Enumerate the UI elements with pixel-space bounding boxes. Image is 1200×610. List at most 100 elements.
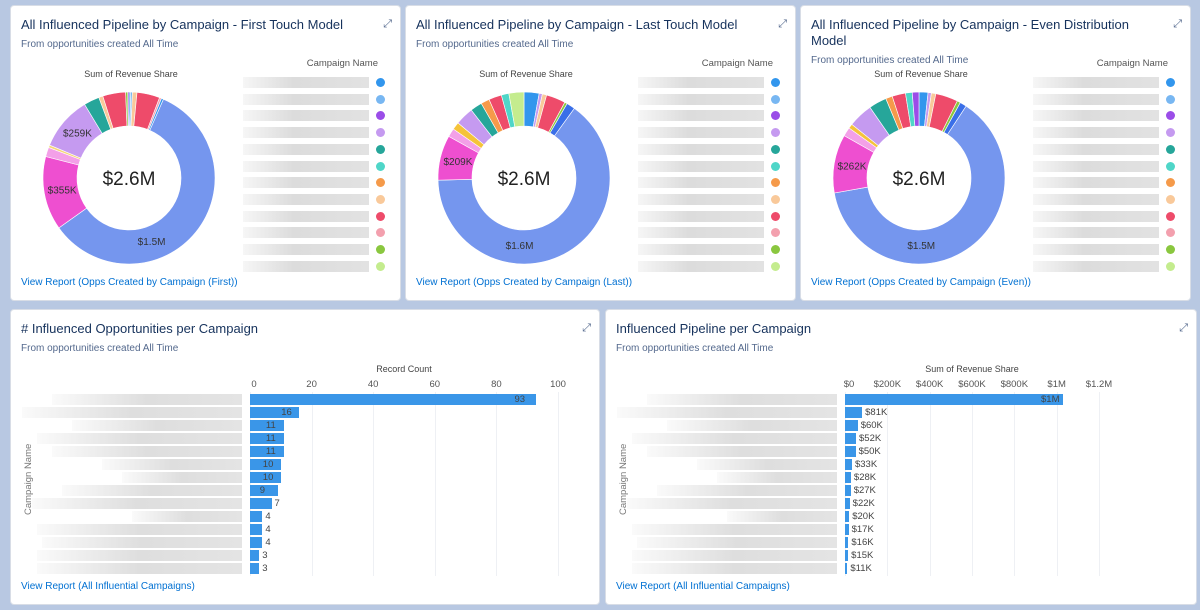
bar[interactable] — [845, 433, 856, 444]
bar[interactable] — [250, 394, 537, 405]
bar[interactable] — [845, 498, 850, 509]
expand-icon[interactable]: ⤢ — [778, 18, 787, 30]
legend-item[interactable] — [1033, 177, 1178, 189]
legend-item[interactable] — [243, 227, 388, 239]
bar[interactable] — [845, 472, 851, 483]
bar[interactable] — [250, 498, 272, 509]
bar[interactable] — [845, 459, 852, 470]
bar[interactable] — [250, 485, 278, 496]
bar-value-label: $27K — [853, 485, 876, 496]
legend-item[interactable] — [1033, 160, 1178, 172]
bar[interactable] — [845, 511, 850, 522]
view-report-link[interactable]: View Report (Opps Created by Campaign (L… — [416, 277, 633, 288]
bar[interactable] — [250, 472, 281, 483]
bar[interactable] — [250, 446, 284, 457]
legend-item[interactable] — [243, 77, 388, 88]
bar[interactable] — [250, 550, 260, 561]
legend-item[interactable] — [243, 260, 388, 272]
donut-segment[interactable] — [911, 91, 920, 127]
legend-color-dot — [771, 194, 780, 204]
legend-item[interactable] — [1033, 110, 1178, 122]
legend-item[interactable] — [1033, 143, 1178, 155]
bar[interactable] — [845, 563, 848, 574]
legend-label-redacted — [243, 260, 369, 272]
bar[interactable] — [845, 407, 863, 418]
legend-item[interactable] — [1033, 244, 1178, 255]
category-label-redacted — [632, 563, 837, 574]
legend-item[interactable] — [638, 93, 783, 105]
donut-segment[interactable] — [833, 105, 1006, 265]
legend-item[interactable] — [243, 93, 388, 105]
legend-label-redacted — [243, 210, 369, 222]
legend-item[interactable] — [638, 110, 783, 122]
bar[interactable] — [845, 537, 849, 548]
legend-item[interactable] — [638, 210, 783, 222]
bar[interactable] — [845, 446, 856, 457]
legend-item[interactable] — [243, 193, 388, 205]
legend-item[interactable] — [243, 160, 388, 172]
legend-item[interactable] — [638, 160, 783, 172]
legend-item[interactable] — [1033, 127, 1178, 139]
view-report-link[interactable]: View Report (Opps Created by Campaign (F… — [21, 277, 238, 288]
legend-item[interactable] — [638, 227, 783, 239]
view-report-link[interactable]: View Report (Opps Created by Campaign (E… — [811, 277, 1031, 288]
bar-value-label: 16 — [281, 407, 292, 418]
bar[interactable] — [845, 394, 1064, 405]
bar[interactable] — [845, 485, 851, 496]
bar[interactable] — [845, 524, 849, 535]
donut-segment[interactable] — [58, 98, 216, 265]
legend-label-redacted — [1033, 244, 1159, 255]
legend-item[interactable] — [638, 244, 783, 255]
donut-chart: $1.6M $209K $2.6M — [437, 91, 611, 265]
bar[interactable] — [250, 511, 263, 522]
view-report-link[interactable]: View Report (All Influential Campaigns) — [616, 581, 790, 592]
expand-icon[interactable]: ⤢ — [1179, 322, 1188, 334]
legend-color-dot — [771, 161, 780, 171]
donut-segment[interactable] — [127, 91, 130, 127]
legend-label-redacted — [638, 260, 764, 272]
bar[interactable] — [845, 550, 849, 561]
gridline — [887, 392, 889, 576]
legend-title: Campaign Name — [701, 58, 773, 69]
panel-header: All Influenced Pipeline by Campaign - Fi… — [21, 17, 392, 51]
legend-item[interactable] — [243, 244, 388, 255]
legend-item[interactable] — [638, 177, 783, 189]
expand-icon[interactable]: ⤢ — [1173, 18, 1182, 30]
legend-item[interactable] — [1033, 227, 1178, 239]
legend-item[interactable] — [1033, 210, 1178, 222]
legend-item[interactable] — [638, 143, 783, 155]
bar[interactable] — [250, 563, 260, 574]
bar-value-label: $50K — [858, 446, 881, 457]
legend-item[interactable] — [1033, 93, 1178, 105]
bar[interactable] — [250, 537, 263, 548]
donut-segment[interactable] — [508, 91, 525, 128]
expand-icon[interactable]: ⤢ — [582, 322, 591, 334]
bar[interactable] — [250, 459, 281, 470]
legend-item[interactable] — [638, 260, 783, 272]
legend-item[interactable] — [638, 127, 783, 139]
panel-title: All Influenced Pipeline by Campaign - Fi… — [21, 17, 344, 32]
bar[interactable] — [250, 433, 284, 444]
legend-item[interactable] — [243, 177, 388, 189]
legend-item[interactable] — [638, 77, 783, 88]
legend-item[interactable] — [1033, 193, 1178, 205]
view-report-link[interactable]: View Report (All Influential Campaigns) — [21, 581, 195, 592]
x-tick-label: 100 — [550, 379, 566, 390]
legend-item[interactable] — [1033, 260, 1178, 272]
legend-title: Campaign Name — [306, 58, 378, 69]
bar[interactable] — [250, 524, 263, 535]
legend-item[interactable] — [243, 143, 388, 155]
donut-segment[interactable] — [437, 107, 611, 265]
expand-icon[interactable]: ⤢ — [383, 18, 392, 30]
bar[interactable] — [250, 407, 300, 418]
bar[interactable] — [845, 420, 858, 431]
category-label-redacted — [637, 537, 837, 548]
legend-item[interactable] — [638, 193, 783, 205]
donut-panel: All Influenced Pipeline by Campaign - La… — [405, 5, 796, 301]
bar-value-label: $15K — [851, 550, 874, 561]
legend-item[interactable] — [1033, 77, 1178, 88]
legend-item[interactable] — [243, 110, 388, 122]
legend-item[interactable] — [243, 210, 388, 222]
bar[interactable] — [250, 420, 284, 431]
legend-item[interactable] — [243, 127, 388, 139]
